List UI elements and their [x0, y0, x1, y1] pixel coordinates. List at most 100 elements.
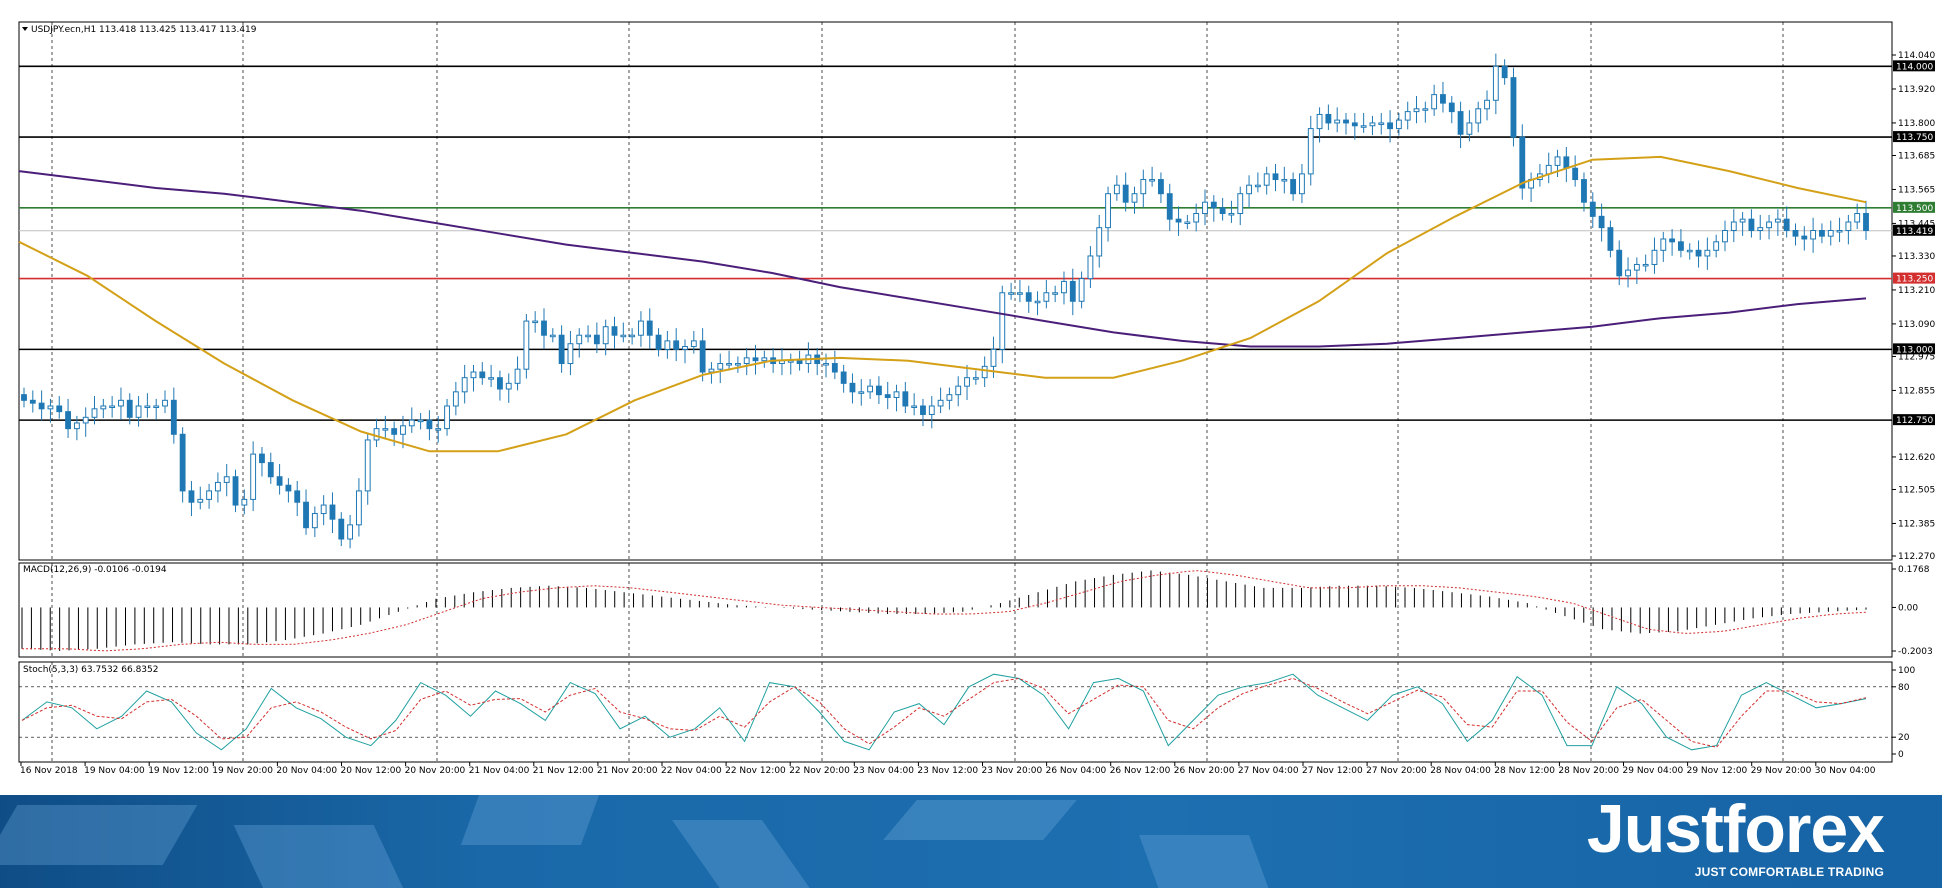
candle[interactable]	[1387, 110, 1393, 143]
candle[interactable]	[858, 379, 865, 406]
candle[interactable]	[1792, 223, 1799, 246]
stochastic-pane[interactable]: 100 80 20 0	[18, 661, 1915, 763]
candle[interactable]	[426, 410, 433, 441]
candle[interactable]	[972, 370, 979, 385]
candle[interactable]	[1122, 172, 1129, 212]
candle[interactable]	[153, 398, 160, 420]
candle[interactable]	[197, 486, 204, 510]
candle[interactable]	[1845, 214, 1852, 245]
candle[interactable]	[285, 478, 292, 503]
candle[interactable]	[1704, 237, 1711, 270]
candle[interactable]	[1431, 84, 1438, 116]
candle[interactable]	[38, 390, 45, 421]
candle[interactable]	[1096, 214, 1103, 268]
candle[interactable]	[170, 387, 177, 444]
candle[interactable]	[452, 381, 459, 416]
candle[interactable]	[417, 413, 424, 430]
candle[interactable]	[1069, 268, 1076, 316]
candle[interactable]	[523, 313, 530, 379]
candle[interactable]	[1801, 226, 1808, 251]
candle[interactable]	[461, 364, 468, 404]
candle[interactable]	[267, 452, 274, 484]
candle[interactable]	[188, 480, 195, 517]
candle[interactable]	[999, 285, 1006, 364]
candle[interactable]	[1678, 229, 1684, 258]
candle[interactable]	[179, 427, 186, 503]
candle[interactable]	[1766, 214, 1772, 240]
candle[interactable]	[329, 492, 336, 534]
candle[interactable]	[1774, 209, 1781, 236]
candle[interactable]	[232, 469, 239, 513]
candle[interactable]	[1660, 231, 1667, 262]
candle[interactable]	[144, 393, 151, 418]
candle[interactable]	[664, 330, 671, 359]
candle[interactable]	[1254, 172, 1261, 193]
candle[interactable]	[1034, 291, 1041, 316]
candle[interactable]	[743, 347, 750, 376]
candle[interactable]	[29, 390, 36, 413]
candle[interactable]	[514, 356, 521, 391]
candle[interactable]	[1730, 209, 1737, 243]
candle[interactable]	[585, 325, 591, 343]
candle[interactable]	[109, 396, 116, 418]
collapse-triangle-icon[interactable]	[22, 27, 28, 31]
candle[interactable]	[1554, 149, 1561, 177]
candle[interactable]	[1695, 240, 1702, 268]
candle[interactable]	[955, 376, 962, 407]
candle[interactable]	[259, 447, 265, 477]
candle[interactable]	[1625, 257, 1631, 288]
candle[interactable]	[1272, 163, 1279, 192]
candle[interactable]	[1757, 214, 1764, 240]
candle[interactable]	[593, 322, 600, 354]
candle[interactable]	[920, 398, 926, 427]
candle[interactable]	[206, 483, 213, 509]
candle[interactable]	[408, 407, 415, 433]
candle[interactable]	[1246, 175, 1252, 208]
candle[interactable]	[1395, 113, 1402, 136]
candle[interactable]	[1184, 214, 1191, 230]
candle[interactable]	[505, 373, 512, 403]
candle[interactable]	[964, 364, 970, 401]
candle[interactable]	[761, 350, 768, 368]
candle[interactable]	[1598, 203, 1605, 242]
candle[interactable]	[1633, 257, 1640, 284]
candle[interactable]	[1404, 101, 1411, 130]
candle[interactable]	[1237, 186, 1244, 226]
candle[interactable]	[875, 376, 882, 405]
candle[interactable]	[673, 328, 680, 361]
brand-logo[interactable]: Justforex	[1586, 795, 1885, 867]
candle[interactable]	[1193, 203, 1200, 232]
candle[interactable]	[1783, 206, 1790, 238]
candle[interactable]	[1166, 183, 1173, 231]
candle[interactable]	[928, 396, 935, 429]
candle[interactable]	[1422, 101, 1429, 123]
candle[interactable]	[1360, 113, 1367, 133]
candle[interactable]	[549, 328, 556, 343]
candle[interactable]	[620, 322, 627, 343]
candle[interactable]	[1087, 246, 1094, 288]
candle[interactable]	[223, 464, 230, 497]
candle[interactable]	[1307, 115, 1314, 186]
candle[interactable]	[646, 308, 653, 350]
candle[interactable]	[303, 489, 309, 535]
candle[interactable]	[276, 464, 283, 495]
candle[interactable]	[1572, 155, 1579, 187]
candle[interactable]	[849, 373, 856, 404]
candle[interactable]	[347, 514, 354, 549]
candle[interactable]	[1863, 200, 1869, 240]
candle[interactable]	[796, 350, 803, 371]
candle[interactable]	[1175, 206, 1182, 236]
candle[interactable]	[56, 396, 63, 419]
candle[interactable]	[1519, 124, 1526, 200]
candle[interactable]	[100, 398, 107, 419]
candle[interactable]	[1836, 217, 1843, 243]
candle[interactable]	[1025, 285, 1032, 313]
candle[interactable]	[629, 328, 636, 345]
candle[interactable]	[1413, 96, 1420, 124]
candle[interactable]	[831, 350, 838, 380]
candle[interactable]	[488, 364, 495, 388]
candle[interactable]	[1651, 237, 1658, 274]
candle[interactable]	[1810, 217, 1817, 253]
candle[interactable]	[884, 381, 891, 410]
candle[interactable]	[497, 370, 503, 401]
